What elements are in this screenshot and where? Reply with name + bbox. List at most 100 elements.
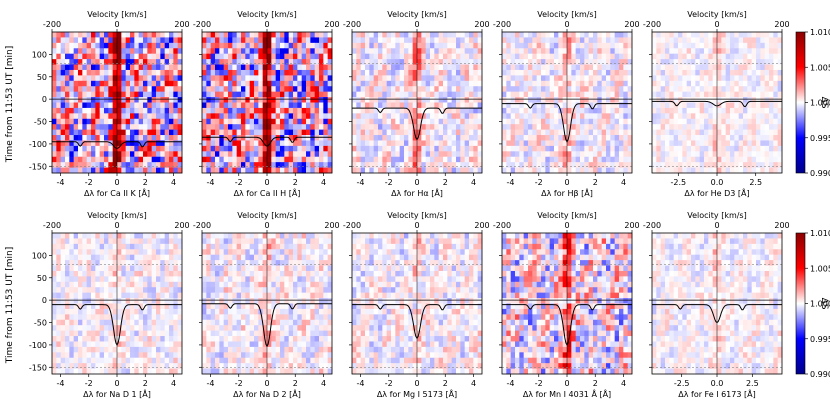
- heatmap-cell: [143, 298, 148, 304]
- heatmap-cell: [606, 107, 611, 114]
- heatmap-cell: [510, 156, 516, 163]
- heatmap-cell: [443, 135, 448, 141]
- heatmap-cell: [695, 97, 701, 103]
- heatmap-cell: [164, 140, 170, 147]
- heatmap-cell: [177, 156, 183, 163]
- heatmap-cell: [627, 91, 633, 98]
- heatmap-cell: [147, 140, 153, 147]
- heatmap-cell: [536, 48, 542, 55]
- heatmap-cell: [177, 151, 183, 158]
- heatmap-cell: [138, 303, 144, 310]
- heatmap-cell: [108, 32, 114, 38]
- heatmap-cell: [73, 298, 79, 304]
- heatmap-cell: [210, 59, 216, 65]
- heatmap-cell: [575, 162, 581, 168]
- heatmap-cell: [112, 97, 118, 103]
- heatmap-cell: [202, 156, 207, 163]
- x-tick-label: -4: [206, 178, 214, 187]
- heatmap-cell: [588, 167, 594, 174]
- heatmap-cell: [777, 97, 783, 103]
- heatmap-cell: [288, 140, 294, 147]
- heatmap-cell: [541, 167, 546, 174]
- heatmap-cell: [125, 129, 131, 136]
- heatmap-cell: [532, 113, 538, 120]
- heatmap-cell: [738, 124, 744, 131]
- heatmap-cell: [382, 91, 388, 98]
- heatmap-cell: [391, 53, 396, 60]
- heatmap-cell: [236, 249, 242, 256]
- heatmap-cell: [425, 42, 431, 49]
- heatmap-cell: [130, 325, 135, 332]
- heatmap-cell: [99, 59, 105, 65]
- heatmap-cell: [686, 69, 692, 76]
- heatmap-cell: [69, 281, 75, 288]
- heatmap-cell: [280, 91, 285, 98]
- heatmap-cell: [619, 167, 624, 174]
- heatmap-cell: [147, 37, 153, 44]
- heatmap-cell: [147, 303, 153, 310]
- heatmap-cell: [52, 140, 57, 147]
- heatmap-cell: [130, 270, 135, 277]
- heatmap-cell: [502, 135, 507, 141]
- heatmap-cell: [210, 102, 216, 109]
- heatmap-cell: [210, 64, 216, 71]
- heatmap-cell: [104, 330, 109, 337]
- heatmap-cell: [275, 102, 281, 109]
- heatmap-cell: [360, 91, 366, 98]
- heatmap-cell: [280, 32, 285, 38]
- heatmap-cell: [121, 48, 127, 55]
- heatmap-cell: [138, 97, 144, 103]
- heatmap-cell: [95, 107, 101, 114]
- heatmap-cell: [519, 97, 525, 103]
- heatmap-cell: [130, 249, 135, 256]
- heatmap-cell: [306, 249, 311, 256]
- heatmap-cell: [254, 167, 259, 174]
- heatmap-cell: [215, 151, 220, 158]
- heatmap-cell: [254, 151, 259, 158]
- heatmap-cell: [99, 352, 105, 359]
- heatmap-cell: [241, 86, 246, 93]
- heatmap-cell: [738, 37, 744, 44]
- heatmap-cell: [108, 75, 114, 82]
- heatmap-cell: [502, 53, 507, 60]
- heatmap-cell: [91, 330, 96, 337]
- heatmap-cell: [275, 42, 281, 49]
- heatmap-cell: [751, 42, 757, 49]
- heatmap-cell: [764, 80, 770, 87]
- heatmap-cell: [721, 42, 727, 49]
- heatmap-cell: [125, 75, 131, 82]
- heatmap-cell: [173, 238, 179, 245]
- heatmap-cell: [619, 37, 624, 44]
- heatmap-cell: [173, 129, 179, 136]
- heatmap-cell: [541, 140, 546, 147]
- heatmap-cell: [169, 287, 174, 294]
- heatmap-cell: [82, 368, 88, 375]
- heatmap-cell: [69, 292, 75, 299]
- heatmap-cell: [399, 48, 405, 55]
- heatmap-cell: [382, 75, 388, 82]
- heatmap-cell: [232, 42, 238, 49]
- heatmap-cell: [206, 243, 212, 250]
- heatmap-cell: [104, 346, 109, 353]
- heatmap-cell: [73, 346, 79, 353]
- heatmap-cell: [747, 129, 753, 136]
- heatmap-cell: [610, 86, 616, 93]
- heatmap-cell: [541, 113, 546, 120]
- heatmap-cell: [164, 48, 170, 55]
- heatmap-cell: [108, 69, 114, 76]
- heatmap-cell: [652, 80, 657, 87]
- heatmap-cell: [112, 254, 118, 261]
- heatmap-cell: [743, 86, 748, 93]
- heatmap-cell: [721, 162, 727, 168]
- heatmap-cell: [108, 292, 114, 299]
- heatmap-cell: [112, 53, 118, 60]
- heatmap-cell: [434, 69, 440, 76]
- heatmap-cell: [464, 32, 470, 38]
- heatmap-cell: [202, 32, 207, 38]
- heatmap-cell: [206, 102, 212, 109]
- heatmap-cell: [652, 129, 657, 136]
- heatmap-cell: [554, 32, 559, 38]
- heatmap-cell: [160, 75, 166, 82]
- heatmap-cell: [704, 86, 709, 93]
- heatmap-cell: [708, 129, 714, 136]
